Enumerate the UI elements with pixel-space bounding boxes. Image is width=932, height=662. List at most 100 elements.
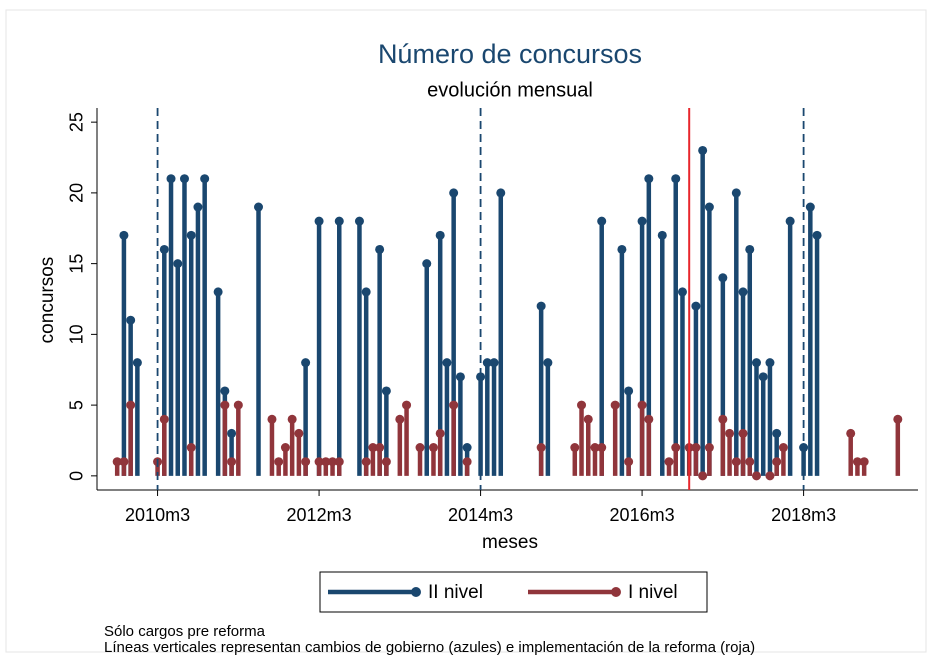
spike-dot bbox=[381, 457, 391, 467]
spike-dot bbox=[597, 216, 607, 226]
spike-dot bbox=[227, 457, 237, 467]
spike-dot bbox=[361, 287, 371, 297]
spike-dot bbox=[280, 443, 290, 453]
spike-dot bbox=[287, 414, 297, 424]
spike-dot bbox=[449, 188, 459, 198]
spike-dot bbox=[610, 400, 620, 410]
spike-dot bbox=[617, 244, 627, 254]
spike-dot bbox=[677, 287, 687, 297]
spike-dot bbox=[428, 443, 438, 453]
spike-dot bbox=[570, 443, 580, 453]
spike-dot bbox=[227, 428, 237, 438]
spike-dot bbox=[704, 202, 714, 212]
spike-dot bbox=[375, 244, 385, 254]
spike-dot bbox=[657, 230, 667, 240]
spike-dot bbox=[193, 202, 203, 212]
spike-dot bbox=[698, 145, 708, 155]
spike-dot bbox=[718, 273, 728, 283]
y-axis-label: concursos bbox=[37, 257, 58, 344]
x-tick-label: 2010m3 bbox=[125, 505, 190, 525]
y-tick-label: 25 bbox=[67, 112, 87, 132]
spike-dot bbox=[751, 471, 761, 481]
spike-dot bbox=[812, 230, 822, 240]
spike-dot bbox=[274, 457, 284, 467]
x-tick-label: 2012m3 bbox=[287, 505, 352, 525]
spike-dot bbox=[126, 400, 136, 410]
spike-dot bbox=[772, 457, 782, 467]
spike-dot bbox=[476, 372, 486, 382]
spike-dot bbox=[334, 457, 344, 467]
spike-dot bbox=[294, 428, 304, 438]
spike-dot bbox=[415, 443, 425, 453]
spike-dot bbox=[220, 400, 230, 410]
spike-dot bbox=[112, 457, 122, 467]
spike-dot bbox=[597, 443, 607, 453]
spike-dot bbox=[267, 414, 277, 424]
spike-dot bbox=[718, 414, 728, 424]
spike-dot bbox=[314, 457, 324, 467]
spike-dot bbox=[765, 358, 775, 368]
spike-dot bbox=[778, 443, 788, 453]
spike-dot bbox=[738, 287, 748, 297]
spike-dot bbox=[179, 174, 189, 184]
chart-title: Número de concursos bbox=[378, 39, 642, 69]
spike-dot bbox=[805, 202, 815, 212]
spike-dot bbox=[671, 443, 681, 453]
y-tick-label: 5 bbox=[67, 400, 87, 410]
spike-dot bbox=[200, 174, 210, 184]
spike-dot bbox=[422, 259, 432, 269]
legend-label: II nivel bbox=[428, 582, 483, 603]
frame bbox=[5, 9, 927, 653]
spike-dot bbox=[698, 471, 708, 481]
spike-dot bbox=[375, 443, 385, 453]
spike-dot bbox=[186, 230, 196, 240]
spike-dot bbox=[449, 400, 459, 410]
spike-dot bbox=[543, 358, 553, 368]
spike-dot bbox=[301, 358, 311, 368]
spike-dot bbox=[859, 457, 869, 467]
spike-dot bbox=[725, 428, 735, 438]
x-tick-label: 2014m3 bbox=[448, 505, 513, 525]
spike-dot bbox=[186, 443, 196, 453]
spike-dot bbox=[213, 287, 223, 297]
spike-dot bbox=[328, 457, 338, 467]
spike-dot bbox=[489, 358, 499, 368]
spike-dot bbox=[119, 230, 129, 240]
note: Líneas verticales representan cambios de… bbox=[104, 639, 755, 656]
spike-dot bbox=[644, 414, 654, 424]
spike-dot bbox=[751, 358, 761, 368]
spike-dot bbox=[664, 457, 674, 467]
spike-dot bbox=[173, 259, 183, 269]
spike-dot bbox=[455, 372, 465, 382]
x-tick-label: 2016m3 bbox=[610, 505, 675, 525]
spike-dot bbox=[590, 443, 600, 453]
spike-dot bbox=[745, 457, 755, 467]
legend-label: I nivel bbox=[628, 582, 678, 603]
spike-dot bbox=[738, 428, 748, 438]
spike-dot bbox=[765, 471, 775, 481]
spike-dot bbox=[536, 443, 546, 453]
y-tick-label: 15 bbox=[67, 254, 87, 274]
spike-dot bbox=[159, 244, 169, 254]
spike-dot bbox=[846, 428, 856, 438]
spike-dot bbox=[381, 386, 391, 396]
spike-dot bbox=[321, 457, 331, 467]
spike-dot bbox=[220, 386, 230, 396]
spike-dot bbox=[691, 443, 701, 453]
spike-dot bbox=[637, 216, 647, 226]
legend-dot bbox=[411, 587, 421, 597]
spike-dot bbox=[395, 414, 405, 424]
spike-dot bbox=[159, 414, 169, 424]
spike-dot bbox=[496, 188, 506, 198]
spike-dot bbox=[166, 174, 176, 184]
spike-dot bbox=[233, 400, 243, 410]
spike-dot bbox=[583, 414, 593, 424]
spike-dot bbox=[334, 216, 344, 226]
spike-dot bbox=[132, 358, 142, 368]
spike-dot bbox=[671, 174, 681, 184]
spike-dot bbox=[772, 428, 782, 438]
spike-dot bbox=[893, 414, 903, 424]
spike-dot bbox=[314, 216, 324, 226]
spike-dot bbox=[644, 174, 654, 184]
